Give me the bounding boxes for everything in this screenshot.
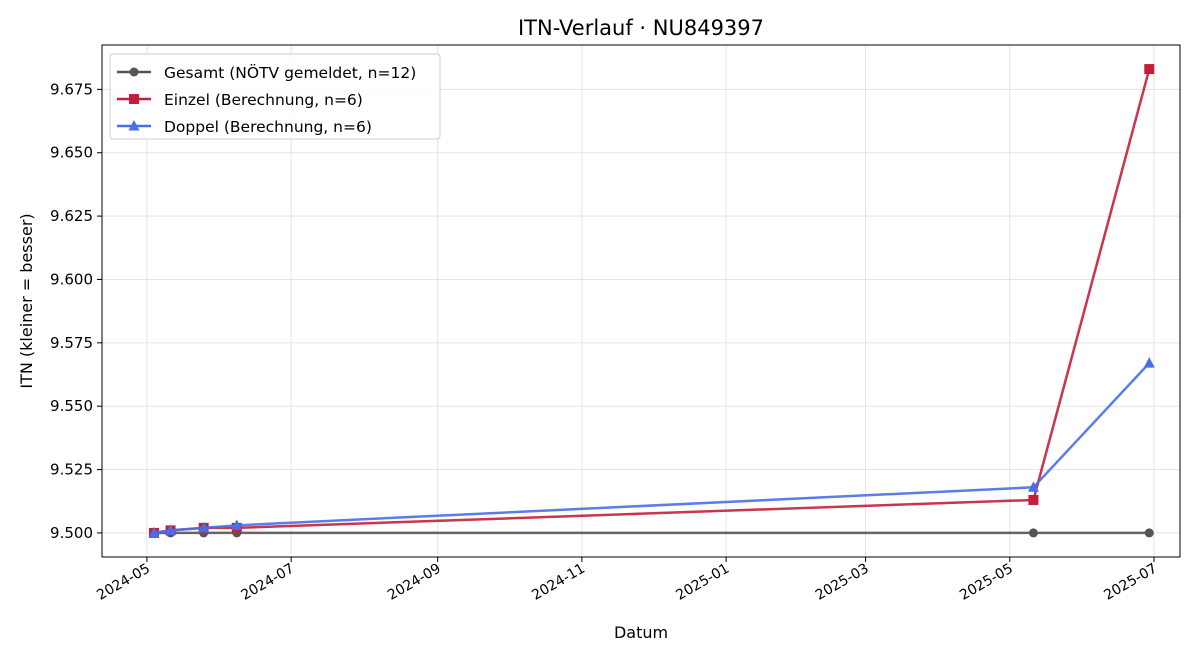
legend-label: Einzel (Berechnung, n=6)	[164, 91, 363, 109]
y-axis-label: ITN (kleiner = besser)	[17, 213, 36, 388]
series-1	[149, 528, 1154, 538]
x-axis-label: Datum	[614, 623, 668, 642]
legend-marker	[129, 67, 139, 77]
y-tick-label: 9.625	[50, 207, 93, 225]
legend: Gesamt (NÖTV gemeldet, n=12) Einzel (Bere…	[109, 53, 441, 140]
data-point	[1144, 528, 1154, 538]
x-tick-label: 2024-05	[94, 561, 153, 604]
legend-marker	[129, 94, 139, 104]
grid	[102, 45, 1180, 557]
legend-marker	[128, 120, 140, 131]
data-point	[165, 524, 177, 535]
series-layer	[148, 64, 1155, 538]
x-tick-label: 2024-09	[385, 561, 444, 604]
y-tick-label: 9.600	[50, 270, 93, 288]
y-tick-label: 9.525	[50, 461, 93, 479]
legend-box	[109, 53, 441, 140]
data-point	[198, 521, 210, 533]
data-point	[1144, 64, 1155, 75]
y-tick-label: 9.575	[50, 334, 93, 352]
series-3	[148, 357, 1155, 538]
data-point	[1027, 481, 1039, 492]
chart-title: ITN-Verlauf · NU849397	[518, 16, 764, 40]
x-axis: 2024-05 2024-07 2024-09 2024-11 2025-01 2025-…	[94, 557, 1160, 604]
x-tick-label: 2025-05	[957, 561, 1016, 604]
legend-label: Gesamt (NÖTV gemeldet, n=12)	[164, 63, 416, 82]
y-axis: 9.500 9.525 9.550 9.575 9.600 9.625 9.650 9.675	[50, 80, 102, 542]
series-line	[153, 362, 1151, 535]
y-tick-label: 9.675	[50, 80, 93, 98]
data-point	[1028, 528, 1038, 538]
y-tick-label: 9.550	[50, 397, 93, 415]
x-tick-label: 2025-03	[813, 561, 872, 604]
legend-label: Doppel (Berechnung, n=6)	[164, 118, 372, 136]
y-tick-label: 9.650	[50, 144, 93, 162]
data-point	[148, 526, 160, 538]
x-tick-label: 2025-01	[673, 561, 732, 604]
x-tick-label: 2024-11	[529, 561, 588, 604]
data-point	[1028, 494, 1039, 505]
x-tick-label: 2024-07	[238, 561, 297, 604]
y-tick-label: 9.500	[50, 524, 93, 542]
x-tick-label: 2025-07	[1101, 561, 1160, 604]
plot-frame	[101, 44, 1181, 558]
data-point	[231, 519, 243, 530]
data-point	[1143, 357, 1155, 368]
